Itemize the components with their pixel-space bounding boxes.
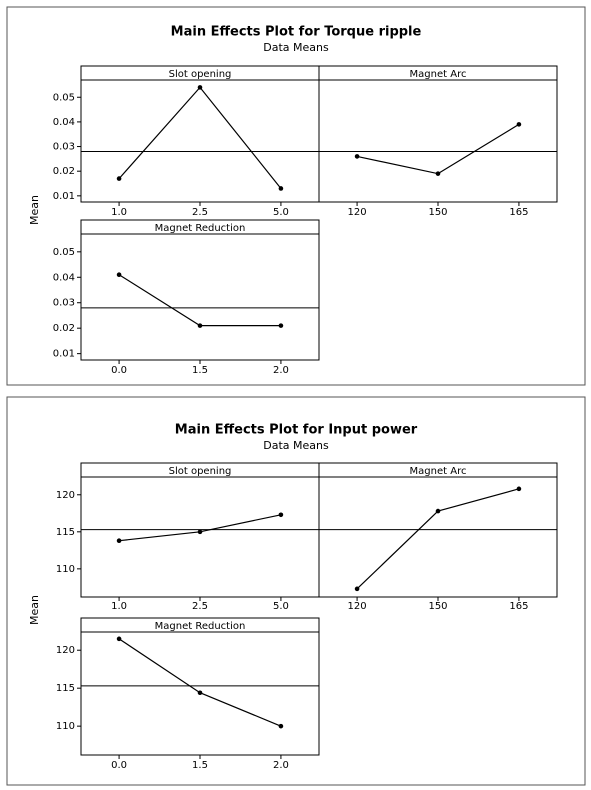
effect-point: [278, 186, 284, 191]
panel-frame: [318, 79, 558, 203]
y-tick-label: 0.04: [53, 272, 75, 283]
x-tick-label: 2.5: [192, 601, 208, 612]
y-tick-label: 0.01: [53, 349, 75, 360]
panel-label: Magnet Arc: [410, 69, 467, 80]
panel-frame: [80, 79, 320, 203]
y-tick-label: 0.05: [53, 92, 75, 103]
panel-frame: [318, 476, 558, 598]
x-tick-label: 1.0: [111, 207, 127, 218]
x-tick-label: 1.5: [192, 365, 208, 376]
y-tick-label: 0.03: [53, 142, 75, 153]
panel-frame: [80, 233, 320, 361]
y-tick-label: 0.02: [53, 323, 75, 334]
effect-point: [516, 486, 522, 492]
x-tick-label: 150: [428, 207, 447, 218]
panel-label: Magnet Reduction: [155, 223, 246, 234]
x-tick-label: 0.0: [111, 365, 127, 376]
chart-title: Main Effects Plot for Torque ripple: [171, 25, 422, 40]
x-tick-label: 120: [348, 601, 367, 612]
effect-point: [278, 323, 284, 328]
effect-point: [116, 636, 122, 642]
effect-point: [116, 176, 122, 181]
effect-point: [197, 690, 203, 696]
panel-label: Magnet Arc: [410, 466, 467, 477]
x-tick-label: 2.0: [273, 760, 289, 771]
x-tick-label: 120: [348, 207, 367, 218]
panel-label: Magnet Reduction: [155, 621, 246, 632]
effect-point: [116, 272, 122, 278]
effect-point: [354, 154, 360, 159]
y-tick-label: 115: [56, 683, 75, 694]
chart-subtitle: Data Means: [263, 439, 329, 452]
panel-label: Slot opening: [169, 466, 232, 477]
effect-point: [435, 171, 441, 176]
effect-point: [116, 538, 122, 544]
panel-frame: [80, 476, 320, 598]
x-tick-label: 0.0: [111, 760, 127, 771]
chart-frame: [6, 6, 586, 386]
y-tick-label: 0.01: [53, 191, 75, 202]
y-tick-label: 0.03: [53, 298, 75, 309]
effect-line: [356, 488, 520, 590]
y-tick-label: 0.02: [53, 166, 75, 177]
x-tick-label: 1.0: [111, 601, 127, 612]
effect-point: [197, 323, 203, 328]
effect-line: [118, 638, 282, 727]
y-tick-label: 110: [56, 721, 75, 732]
x-tick-label: 150: [428, 601, 447, 612]
effect-line: [119, 514, 282, 542]
effect-line: [356, 123, 520, 175]
effect-point: [197, 85, 203, 90]
panel-label: Slot opening: [169, 69, 232, 80]
effect-point: [278, 723, 284, 729]
chart-subtitle: Data Means: [263, 41, 329, 54]
x-tick-label: 165: [509, 207, 528, 218]
y-tick-label: 115: [56, 527, 75, 538]
effect-line: [118, 274, 281, 327]
effect-point: [354, 586, 360, 592]
y-tick-label: 0.05: [53, 247, 75, 258]
effect-point: [435, 508, 441, 514]
x-tick-label: 2.5: [192, 207, 208, 218]
x-tick-label: 2.0: [273, 365, 289, 376]
y-axis-label: Mean: [28, 595, 41, 625]
y-tick-label: 110: [56, 564, 75, 575]
x-tick-label: 1.5: [192, 760, 208, 771]
chart-title: Main Effects Plot for Input power: [175, 423, 418, 438]
x-tick-label: 5.0: [273, 601, 289, 612]
y-tick-label: 120: [56, 645, 75, 656]
x-tick-label: 165: [509, 601, 528, 612]
y-tick-label: 120: [56, 490, 75, 501]
y-tick-label: 0.04: [53, 117, 75, 128]
effect-point: [197, 529, 203, 535]
effect-point: [516, 122, 522, 127]
effect-point: [278, 512, 284, 518]
x-tick-label: 5.0: [273, 207, 289, 218]
y-axis-label: Mean: [28, 195, 41, 225]
effect-line: [118, 86, 282, 189]
chart-frame: [6, 396, 586, 786]
